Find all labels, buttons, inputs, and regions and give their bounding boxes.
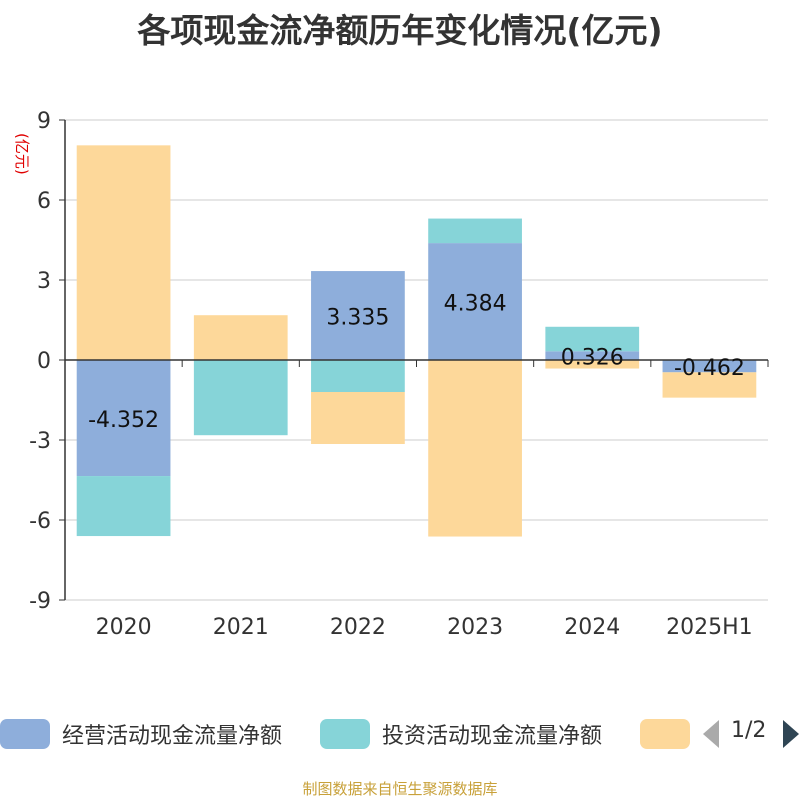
y-tick-label: 6 (37, 189, 51, 214)
bar-investing-2020 (76, 476, 171, 537)
bar-financing-2023 (428, 360, 522, 537)
legend-label-operating: 经营活动现金流量净额 (62, 724, 283, 749)
legend: 经营活动现金流量净额 投资活动现金流量净额 1/2 (0, 716, 800, 756)
bar-financing-2022 (311, 392, 405, 444)
x-tick-label: 2022 (330, 615, 386, 640)
legend-item-investing[interactable]: 投资活动现金流量净额 (320, 716, 602, 752)
data-label: 0.326 (561, 346, 624, 371)
legend-next-page-icon[interactable] (783, 720, 799, 748)
y-tick-label: 0 (37, 349, 51, 374)
legend-label-investing: 投资活动现金流量净额 (382, 724, 603, 749)
data-label: -4.352 (88, 408, 159, 433)
x-tick-label: 2025H1 (666, 615, 753, 640)
y-tick-label: -3 (29, 429, 51, 454)
legend-page-indicator: 1/2 (731, 718, 767, 743)
bar-operating-2025H1 (662, 360, 757, 373)
legend-swatch-financing (640, 719, 690, 749)
bar-operating-2022 (311, 271, 405, 360)
legend-swatch-investing (320, 719, 370, 749)
bar-financing-2024 (545, 360, 640, 369)
bar-operating-2023 (428, 243, 522, 360)
data-label: -0.462 (674, 356, 745, 381)
data-source-note: 制图数据来自恒生聚源数据库 (302, 780, 498, 798)
bar-operating-2020 (76, 360, 171, 477)
bar-investing-2024 (545, 326, 640, 352)
bar-financing-2021 (193, 315, 288, 360)
y-tick-label: -9 (29, 589, 51, 614)
bar-investing-2021 (193, 360, 288, 436)
bar-investing-2023 (428, 218, 522, 244)
y-tick-label: 3 (37, 269, 51, 294)
bar-financing-2020 (76, 145, 171, 360)
legend-swatch-operating (0, 719, 50, 749)
bar-financing-2025H1 (662, 372, 757, 398)
y-tick-label: 9 (37, 109, 51, 134)
chart-title: 各项现金流净额历年变化情况(亿元) (137, 11, 663, 50)
bar-operating-2024 (545, 351, 640, 360)
x-tick-label: 2024 (564, 615, 620, 640)
legend-prev-page-icon[interactable] (703, 720, 719, 748)
legend-item-operating[interactable]: 经营活动现金流量净额 (0, 716, 282, 752)
bar-chart: 9 6 3 0 -3 -6 -9 2020 2021 2022 2023 2024 2025H1 -4.3… (29, 109, 769, 640)
data-label: 3.335 (326, 306, 389, 331)
data-label: 4.384 (444, 292, 507, 317)
legend-item-financing[interactable] (640, 716, 690, 752)
x-tick-label: 2023 (447, 615, 503, 640)
x-tick-label: 2021 (213, 615, 269, 640)
bar-investing-2022 (311, 360, 405, 392)
x-tick-label: 2020 (96, 615, 152, 640)
y-tick-label: -6 (29, 509, 51, 534)
